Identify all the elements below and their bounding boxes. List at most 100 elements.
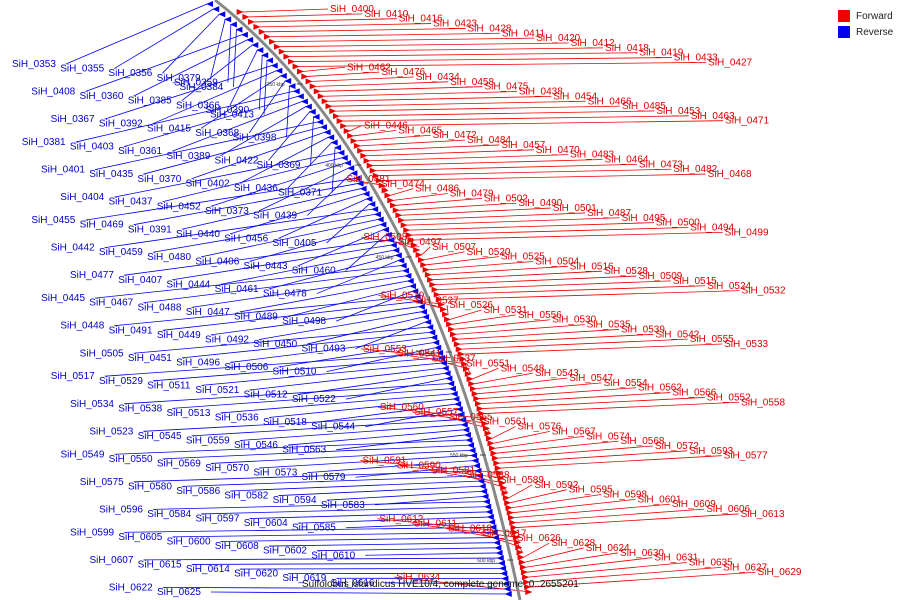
forward-gene-arrow (519, 564, 527, 571)
reverse-leader-line (384, 582, 504, 585)
forward-gene-arrow (283, 53, 291, 60)
forward-gene-label: SiH_0537 (432, 354, 476, 365)
forward-gene-arrow (517, 554, 525, 561)
forward-gene-arrow (392, 207, 400, 214)
reverse-gene-arrow (484, 503, 492, 510)
reverse-gene-arrow (430, 334, 438, 341)
forward-gene-arrow (525, 589, 533, 595)
reverse-gene-label: SiH_0538 (118, 403, 162, 414)
reverse-gene-arrow (496, 555, 504, 562)
reverse-gene-label: SiH_0614 (186, 564, 230, 575)
reverse-gene-arrow (454, 401, 462, 408)
reverse-gene-arrow (397, 257, 405, 264)
forward-gene-label: SiH_0507 (432, 242, 476, 253)
forward-leader-line (338, 110, 655, 117)
reverse-leader-line (345, 521, 490, 529)
reverse-gene-arrow (441, 365, 449, 372)
forward-leader-line (439, 285, 706, 295)
forward-gene-arrow (408, 237, 416, 244)
forward-gene-label: SiH_0464 (605, 155, 649, 166)
reverse-leader-line (268, 398, 454, 418)
reverse-gene-label: SiH_0353 (12, 59, 56, 70)
reverse-leader-line (365, 408, 457, 428)
forward-leader-line (377, 406, 486, 419)
forward-gene-label: SiH_0595 (569, 485, 613, 496)
reverse-leader-line (133, 470, 476, 483)
reverse-leader-line (95, 265, 401, 299)
forward-gene-label: SiH_0508 (363, 232, 407, 243)
forward-leader-line (378, 295, 444, 305)
forward-gene-label: SiH_0476 (381, 67, 425, 78)
reverse-gene-label: SiH_0602 (263, 546, 307, 557)
reverse-leader-line (171, 101, 303, 152)
forward-gene-arrow (481, 420, 489, 427)
forward-gene-label: SiH_0427 (708, 57, 752, 68)
reverse-gene-label: SiH_0506 (224, 362, 268, 373)
reverse-gene-arrow (362, 190, 370, 197)
label-leader-lines (65, 3, 756, 595)
forward-gene-label: SiH_0419 (639, 48, 683, 59)
forward-gene-label: SiH_0484 (467, 135, 511, 146)
reverse-gene-arrow (337, 149, 345, 156)
reverse-gene-label: SiH_0477 (70, 270, 114, 281)
reverse-gene-label: SiH_0368 (195, 128, 239, 139)
reverse-gene-arrow (424, 319, 432, 326)
forward-gene-label: SiH_0520 (467, 247, 511, 258)
reverse-gene-arrow (235, 26, 243, 33)
forward-leader-line (452, 314, 516, 325)
reverse-leader-line (268, 542, 495, 547)
forward-leader-line (526, 557, 653, 573)
forward-gene-label: SiH_0609 (672, 499, 716, 510)
forward-gene-label: SiH_0466 (588, 96, 632, 107)
reverse-gene-label: SiH_0443 (244, 261, 288, 272)
reverse-gene-arrow (344, 160, 352, 167)
forward-leader-line (298, 62, 707, 67)
forward-gene-arrow (501, 489, 509, 496)
reverse-leader-line (239, 280, 408, 313)
reverse-leader-line (210, 162, 346, 207)
forward-gene-arrow (369, 167, 377, 174)
forward-gene-label: SiH_0630 (620, 548, 664, 559)
forward-gene-label: SiH_0475 (484, 82, 528, 93)
reverse-gene-label: SiH_0510 (273, 367, 317, 378)
forward-gene-arrow (473, 395, 481, 402)
forward-leader-line (307, 71, 380, 77)
reverse-gene-arrow (428, 329, 436, 336)
reverse-gene-arrow (284, 77, 292, 84)
reverse-leader-line (355, 321, 426, 350)
forward-gene-label: SiH_0525 (501, 252, 545, 263)
forward-gene-label: SiH_0462 (347, 62, 391, 73)
forward-gene-label: SiH_0468 (708, 169, 752, 180)
reverse-gene-arrow (494, 544, 502, 551)
reverse-leader-line (123, 239, 389, 276)
reverse-gene-arrow (502, 580, 510, 587)
reverse-gene-arrow (450, 390, 458, 397)
forward-leader-line (335, 105, 620, 112)
reverse-gene-arrow (491, 534, 499, 541)
forward-gene-arrow (479, 415, 487, 422)
reverse-leader-line (249, 367, 443, 391)
forward-gene-arrow (453, 341, 461, 348)
forward-gene-arrow (516, 549, 524, 556)
forward-gene-label: SiH_0557 (414, 407, 458, 418)
reverse-gene-arrow (417, 303, 425, 310)
reverse-gene-label: SiH_0608 (215, 541, 259, 552)
forward-gene-label: SiH_0576 (517, 422, 561, 433)
forward-leader-line (463, 343, 723, 355)
reverse-gene-arrow (504, 591, 512, 597)
forward-gene-arrow (292, 63, 300, 70)
reverse-leader-line (104, 208, 373, 249)
forward-gene-label: SiH_0504 (535, 256, 579, 267)
reverse-leader-line (310, 116, 314, 166)
reverse-gene-arrow (365, 195, 373, 202)
reverse-gene-label: SiH_0373 (205, 206, 249, 217)
forward-gene-arrow (504, 499, 512, 506)
forward-gene-label: SiH_0428 (468, 23, 512, 34)
reverse-gene-arrow (394, 252, 402, 259)
reverse-leader-line (210, 306, 419, 336)
forward-gene-arrow (390, 202, 398, 209)
reverse-gene-arrow (330, 139, 338, 146)
reverse-leader-line (181, 331, 430, 359)
reverse-gene-label: SiH_0622 (109, 582, 153, 593)
forward-gene-label: SiH_0567 (552, 426, 596, 437)
